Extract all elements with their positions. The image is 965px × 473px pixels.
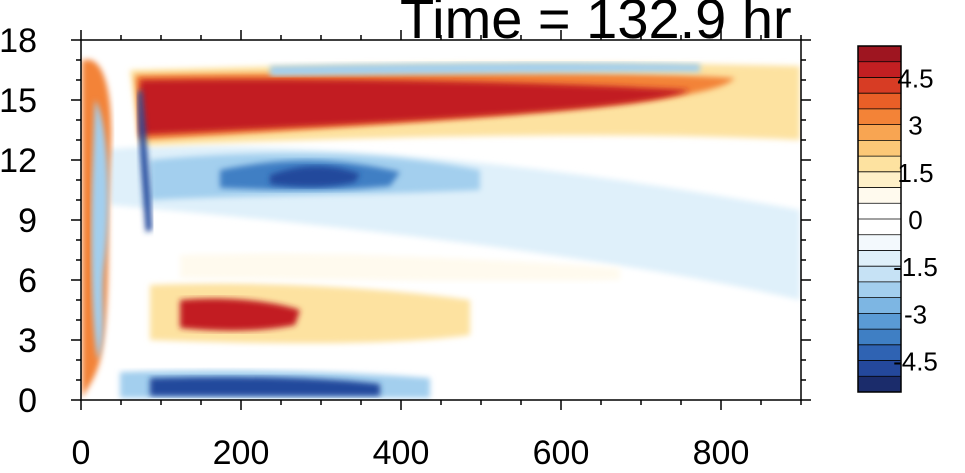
colorbar-box (858, 156, 901, 173)
x-tick-label: 400 (373, 434, 430, 472)
colorbar-label: -4.5 (893, 347, 938, 377)
colorbar-box (858, 313, 901, 330)
colorbar-box (858, 140, 901, 157)
x-axis: 0 200 400 600 800 (72, 30, 802, 472)
colorbar: 4.5 3 1.5 0 -1.5 -3 -4.5 (857, 45, 938, 393)
colorbar-box (858, 281, 901, 299)
y-tick-label: 18 (0, 22, 37, 60)
contour-upper-positive-core (140, 79, 690, 135)
colorbar-box (858, 344, 901, 362)
x-tick-label: 0 (72, 434, 91, 472)
contour-field (82, 59, 800, 398)
y-tick-label: 15 (0, 82, 37, 120)
x-tick-label: 200 (213, 434, 270, 472)
colorbar-box (858, 203, 901, 220)
colorbar-label: 0 (908, 205, 922, 235)
colorbar-box (858, 93, 901, 110)
colorbar-box (858, 77, 901, 94)
x-tick-label: 800 (693, 434, 750, 472)
x-tick-label: 600 (533, 434, 590, 472)
y-tick-label: 6 (18, 262, 37, 300)
colorbar-box (858, 376, 901, 393)
colorbar-label: 1.5 (897, 158, 933, 188)
contour-vertical-front (138, 90, 152, 232)
colorbar-box (858, 187, 901, 204)
colorbar-box (858, 219, 901, 236)
colorbar-box (858, 61, 901, 78)
contour-top-negative-strip (270, 62, 700, 76)
colorbar-box (858, 266, 901, 283)
y-axis: 0 3 6 9 12 15 18 (0, 22, 811, 420)
colorbar-box (858, 329, 901, 346)
contour-surface-negative-core (150, 376, 380, 396)
y-tick-label: 12 (0, 142, 37, 180)
colorbar-box (858, 250, 901, 267)
colorbar-label: 4.5 (897, 63, 933, 93)
contour-upper-negative-core (270, 166, 360, 187)
colorbar-box (858, 171, 901, 189)
contour-lower-positive-core (180, 298, 300, 331)
colorbar-box (858, 108, 901, 126)
contour-left-edge-cool (91, 100, 109, 360)
colorbar-box (858, 360, 901, 377)
colorbar-box (858, 297, 901, 314)
colorbar-label: 3 (908, 111, 922, 141)
colorbar-box (858, 124, 901, 141)
colorbar-box (858, 234, 901, 251)
y-tick-label: 3 (18, 322, 37, 360)
colorbar-box (858, 46, 901, 63)
colorbar-frame (857, 45, 902, 393)
contour-mid-positive-band (180, 253, 620, 281)
colorbar-label: -3 (904, 299, 927, 329)
y-tick-label: 9 (18, 202, 37, 240)
colorbar-label: -1.5 (893, 252, 938, 282)
y-tick-label: 0 (18, 382, 37, 420)
